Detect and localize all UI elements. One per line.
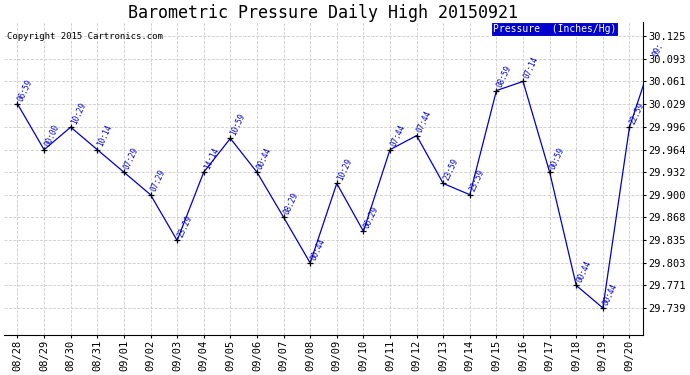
Text: 00:59: 00:59 [549,146,566,171]
Text: 00:44: 00:44 [255,146,273,171]
Text: 07:29: 07:29 [149,168,167,193]
Text: 00:44: 00:44 [575,259,593,284]
Text: 10:29: 10:29 [335,157,353,182]
Text: 09:: 09: [651,41,664,57]
Text: 00:44: 00:44 [602,282,620,307]
Text: 08:59: 08:59 [495,64,513,89]
Text: 23:29: 23:29 [176,214,194,239]
Text: 07:29: 07:29 [123,146,141,171]
Text: 07:44: 07:44 [415,110,433,134]
Text: 10:29: 10:29 [70,101,88,126]
Text: 00:00: 00:00 [43,123,61,148]
Text: 07:44: 07:44 [388,123,406,148]
Text: 14:14: 14:14 [202,146,220,171]
Text: 06:29: 06:29 [362,205,380,230]
Text: Copyright 2015 Cartronics.com: Copyright 2015 Cartronics.com [8,32,164,41]
Text: 23:59: 23:59 [442,157,460,182]
Text: 10:14: 10:14 [96,123,114,148]
Text: 23:59: 23:59 [469,168,486,193]
Text: Pressure  (Inches/Hg): Pressure (Inches/Hg) [493,24,616,34]
Text: 08:29: 08:29 [282,191,300,216]
Text: 07:14: 07:14 [522,55,540,80]
Text: 06:59: 06:59 [16,78,34,102]
Text: 10:59: 10:59 [229,112,247,137]
Title: Barometric Pressure Daily High 20150921: Barometric Pressure Daily High 20150921 [128,4,518,22]
Text: 22:59: 22:59 [628,101,646,126]
Text: 00:44: 00:44 [309,237,327,261]
